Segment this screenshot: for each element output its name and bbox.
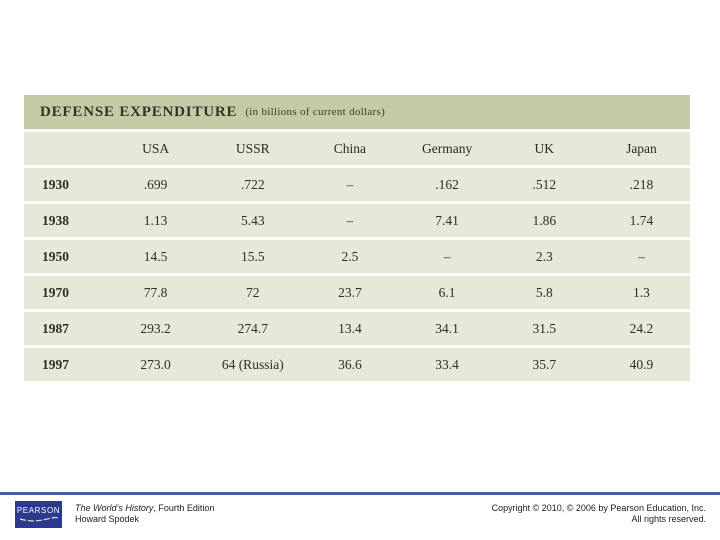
row-value: .512 (532, 176, 557, 192)
table-header-row: USA USSR China Germany UK Japan (24, 132, 690, 165)
row-value: 5.8 (535, 284, 553, 300)
row-value: 1.74 (629, 212, 654, 228)
row-value: 1.86 (532, 212, 557, 228)
pearson-logo-text: PEARSON (16, 505, 61, 515)
row-value: .722 (240, 176, 265, 192)
copyright-line-2: All rights reserved. (631, 514, 706, 524)
table-title-bar: DEFENSE EXPENDITURE (in billions of curr… (24, 95, 690, 129)
row-value: 77.8 (143, 284, 168, 300)
row-value: 72 (246, 284, 260, 300)
table-row: 1950 14.5 15.5 2.5 – 2.3 – (24, 240, 690, 273)
row-year: 1930 (42, 176, 69, 192)
row-year: 1987 (42, 320, 69, 336)
table-title: DEFENSE EXPENDITURE (40, 103, 238, 120)
row-value: 31.5 (532, 320, 557, 336)
header-cell-uk: UK (534, 140, 555, 156)
pearson-swoosh-icon (19, 516, 58, 521)
row-value: 1.3 (633, 284, 650, 300)
row-value: 24.2 (629, 320, 654, 336)
row-value: .218 (629, 176, 654, 192)
footer: PEARSON The World’s History, Fourth Edit… (0, 498, 720, 540)
table-row: 1987 293.2 274.7 13.4 34.1 31.5 24.2 (24, 312, 690, 345)
header-cell-germany: Germany (421, 140, 473, 156)
row-year: 1950 (42, 248, 69, 264)
table-row: 1970 77.8 72 23.7 6.1 5.8 1.3 (24, 276, 690, 309)
row-value: 293.2 (140, 320, 171, 336)
row-value: 64 (Russia) (221, 356, 284, 372)
header-cell-japan: Japan (626, 140, 657, 156)
book-title: The World’s History (75, 503, 154, 513)
table-row: 1930 .699 .722 – .162 .512 .218 (24, 168, 690, 201)
row-value: 2.3 (535, 248, 553, 264)
row-value: – (638, 248, 645, 264)
row-value: 35.7 (532, 356, 557, 372)
header-cell-usa: USA (142, 140, 170, 156)
book-author: Howard Spodek (75, 514, 140, 524)
row-year: 1938 (42, 212, 69, 228)
row-value: .162 (435, 176, 459, 192)
row-value: 274.7 (237, 320, 268, 336)
row-value: 15.5 (240, 248, 265, 264)
header-cell-china: China (333, 140, 367, 156)
footer-divider (0, 492, 720, 495)
row-value: – (346, 212, 354, 228)
row-value: 23.7 (338, 284, 362, 300)
table-body: 1930 .699 .722 – .162 .512 .218 1938 1.13 5.43 – 7.… (24, 168, 690, 381)
book-edition: , Fourth Edition (153, 503, 215, 513)
row-value: – (346, 176, 354, 192)
table-row: 1938 1.13 5.43 – 7.41 1.86 1.74 (24, 204, 690, 237)
row-value: 36.6 (338, 356, 362, 372)
row-value: 6.1 (438, 284, 456, 300)
row-value: 5.43 (240, 212, 265, 228)
book-info: The World’s History, Fourth Edition Howa… (75, 503, 214, 525)
row-value: 34.1 (435, 320, 459, 336)
row-year: 1997 (42, 356, 69, 372)
row-value: 40.9 (629, 356, 654, 372)
row-value: 1.13 (143, 212, 168, 228)
book-title-line: The World’s History, Fourth Edition (75, 503, 214, 514)
copyright-notice: Copyright © 2010, © 2006 by Pearson Educ… (492, 503, 706, 525)
row-value: 13.4 (338, 320, 362, 336)
copyright-line-1: Copyright © 2010, © 2006 by Pearson Educ… (491, 503, 706, 513)
row-value: 273.0 (140, 356, 171, 372)
header-cell-ussr: USSR (235, 140, 270, 156)
row-year: 1970 (42, 284, 69, 300)
row-value: 33.4 (435, 356, 459, 372)
table-row: 1997 273.0 64 (Russia) 36.6 33.4 35.7 40.9 (24, 348, 690, 381)
row-value: 14.5 (143, 248, 168, 264)
defense-expenditure-table: DEFENSE EXPENDITURE (in billions of curr… (24, 95, 690, 381)
row-value: 7.41 (435, 212, 459, 228)
pearson-logo: PEARSON (15, 501, 62, 528)
row-value: – (443, 248, 451, 264)
table-subtitle: (in billions of current dollars) (245, 106, 386, 118)
row-value: .699 (143, 176, 168, 192)
row-value: 2.5 (341, 248, 359, 264)
